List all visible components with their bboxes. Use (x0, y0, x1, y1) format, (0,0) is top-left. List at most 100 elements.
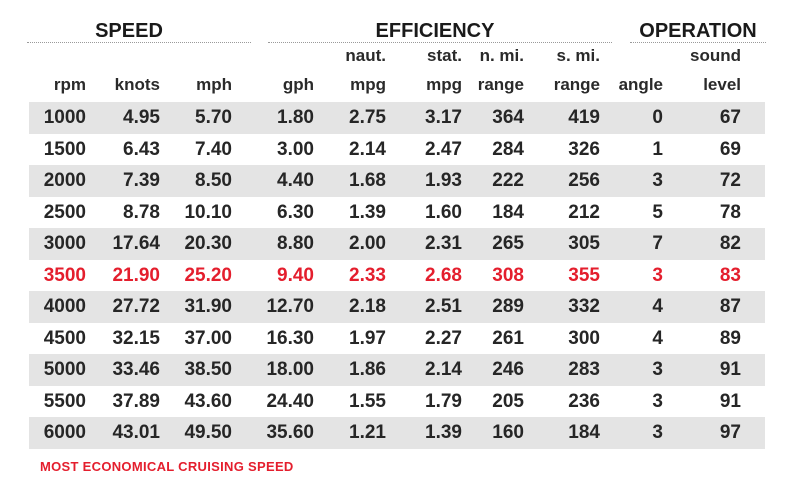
divider-speed (27, 42, 251, 43)
table-cell: 2.14 (349, 138, 386, 160)
table-cell: 283 (568, 359, 600, 380)
table-cell: 8.80 (277, 233, 314, 254)
table-cell: 2.00 (349, 233, 386, 254)
table-cell: 6.43 (123, 138, 160, 160)
column-header: mpg (350, 75, 386, 94)
table-row: 5000 33.46 38.50 18.00 1.86 2.14 246 283 3 91 (29, 354, 765, 386)
table-row: 1500 6.43 7.40 3.00 2.14 2.47 284 326 1 69 (29, 134, 765, 166)
table-cell: 2.68 (425, 264, 462, 286)
table-cell: 7.39 (123, 170, 160, 191)
column-header: mpg (426, 75, 462, 94)
table-cell: 12.70 (266, 296, 314, 317)
table-cell: 37.00 (184, 327, 232, 349)
table-cell: 43.60 (184, 390, 232, 412)
column-header-top: stat. (427, 46, 462, 65)
table-cell: 332 (568, 296, 600, 317)
table-cell: 0 (652, 107, 663, 128)
table-cell: 87 (719, 296, 741, 317)
table-cell: 91 (719, 390, 741, 412)
table-cell: 24.40 (266, 390, 314, 412)
table-cell: 7.40 (195, 138, 232, 160)
table-cell: 1.97 (349, 327, 386, 349)
table-cell: 1.55 (349, 390, 386, 412)
group-header-efficiency: EFFICIENCY (375, 20, 495, 42)
table-cell: 160 (492, 422, 524, 443)
table-cell: 3 (652, 422, 663, 443)
table-cell: 4 (652, 327, 663, 349)
table-cell: 184 (568, 422, 600, 443)
data-table: 1000 4.95 5.70 1.80 2.75 3.17 364 419 0 67 1500 6.4… (29, 102, 765, 449)
divider-efficiency (268, 42, 612, 43)
table-cell: 27.72 (112, 296, 160, 317)
divider-operation (630, 42, 766, 43)
table-cell: 6.30 (277, 201, 314, 223)
table-cell: 4.95 (123, 107, 160, 128)
table-cell: 82 (719, 233, 741, 254)
table-cell: 1.68 (349, 170, 386, 191)
table-cell: 2500 (43, 201, 86, 223)
table-cell: 10.10 (184, 201, 232, 223)
table-cell: 32.15 (112, 327, 160, 349)
column-header-top: s. mi. (556, 46, 600, 65)
table-cell: 2000 (43, 170, 86, 191)
table-cell: 4 (652, 296, 663, 317)
table-cell: 2.51 (425, 296, 462, 317)
table-cell: 1.79 (425, 390, 462, 412)
table-cell: 67 (719, 107, 741, 128)
table-cell: 4.40 (277, 170, 314, 191)
table-cell: 364 (492, 107, 524, 128)
table-cell: 1000 (43, 107, 86, 128)
table-cell: 2.31 (425, 233, 462, 254)
table-cell: 89 (719, 327, 741, 349)
column-header: range (477, 75, 524, 94)
table-cell: 326 (568, 138, 600, 160)
table-cell: 2.33 (349, 264, 386, 286)
table-cell: 4500 (43, 327, 86, 349)
table-cell: 3 (652, 390, 663, 412)
column-header-top: sound (690, 46, 741, 65)
column-header: angle (618, 75, 663, 94)
table-cell: 289 (492, 296, 524, 317)
table-cell: 2.14 (425, 359, 462, 380)
table-cell: 3 (652, 264, 663, 286)
table-cell: 9.40 (277, 264, 314, 286)
table-cell: 37.89 (112, 390, 160, 412)
table-cell: 8.50 (195, 170, 232, 191)
table-cell: 205 (492, 390, 524, 412)
table-cell: 69 (719, 138, 741, 160)
group-header-speed: SPEED (95, 20, 163, 42)
table-cell: 5500 (43, 390, 86, 412)
table-cell: 3.17 (425, 107, 462, 128)
table-cell: 16.30 (266, 327, 314, 349)
table-cell: 72 (719, 170, 741, 191)
table-cell: 31.90 (184, 296, 232, 317)
footnote: MOST ECONOMICAL CRUISING SPEED (40, 459, 294, 474)
table-cell: 2.18 (349, 296, 386, 317)
group-header-operation: OPERATION (639, 20, 757, 42)
table-cell: 33.46 (112, 359, 160, 380)
table-cell: 78 (719, 201, 741, 223)
column-header: gph (282, 75, 314, 94)
table-cell: 20.30 (184, 233, 232, 254)
column-header-top: n. mi. (479, 46, 524, 65)
table-cell: 246 (492, 359, 524, 380)
table-cell: 3 (652, 170, 663, 191)
table-cell: 184 (492, 201, 524, 223)
table-cell: 305 (568, 233, 600, 254)
table-cell: 4000 (43, 296, 86, 317)
table-row: 4000 27.72 31.90 12.70 2.18 2.51 289 332 4 87 (29, 291, 765, 323)
table-cell: 91 (719, 359, 741, 380)
table-row: 4500 32.15 37.00 16.30 1.97 2.27 261 300 4 89 (29, 323, 765, 355)
table-cell: 83 (719, 264, 741, 286)
table-cell: 308 (492, 264, 524, 286)
table-cell: 43.01 (112, 422, 160, 443)
table-cell: 2.47 (425, 138, 462, 160)
table-cell: 25.20 (184, 264, 232, 286)
table-cell: 1.21 (349, 422, 386, 443)
table-cell: 261 (492, 327, 524, 349)
table-cell: 5 (652, 201, 663, 223)
table-row: 1000 4.95 5.70 1.80 2.75 3.17 364 419 0 67 (29, 102, 765, 134)
column-header: rpm (53, 75, 86, 94)
table-cell: 6000 (43, 422, 86, 443)
table-cell: 1500 (43, 138, 86, 160)
